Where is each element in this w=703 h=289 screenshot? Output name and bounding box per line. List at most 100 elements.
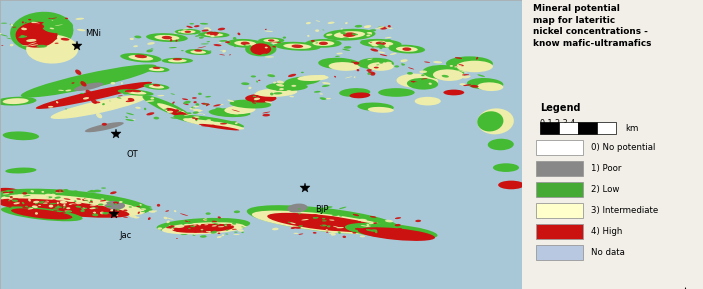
Ellipse shape	[234, 231, 238, 233]
Ellipse shape	[26, 35, 78, 64]
Ellipse shape	[467, 78, 503, 90]
Ellipse shape	[340, 28, 343, 29]
Ellipse shape	[169, 225, 171, 226]
Ellipse shape	[93, 190, 101, 192]
Ellipse shape	[385, 220, 393, 223]
Ellipse shape	[193, 109, 202, 112]
Ellipse shape	[50, 28, 54, 29]
Ellipse shape	[134, 36, 141, 38]
Ellipse shape	[117, 97, 122, 99]
Ellipse shape	[141, 208, 146, 210]
Ellipse shape	[3, 193, 9, 194]
Ellipse shape	[172, 224, 235, 233]
Ellipse shape	[307, 35, 309, 37]
Ellipse shape	[53, 208, 59, 210]
Ellipse shape	[135, 55, 147, 58]
Ellipse shape	[378, 26, 385, 28]
Ellipse shape	[272, 228, 278, 230]
Ellipse shape	[192, 97, 197, 99]
Ellipse shape	[49, 18, 51, 19]
Ellipse shape	[11, 24, 13, 26]
Ellipse shape	[424, 62, 430, 63]
Ellipse shape	[92, 213, 98, 216]
Ellipse shape	[77, 29, 86, 31]
Ellipse shape	[120, 214, 127, 216]
Ellipse shape	[366, 229, 373, 231]
Ellipse shape	[55, 43, 70, 49]
Ellipse shape	[101, 187, 106, 189]
Ellipse shape	[210, 125, 215, 127]
Ellipse shape	[146, 112, 155, 115]
Ellipse shape	[355, 228, 363, 230]
Ellipse shape	[220, 123, 227, 125]
Ellipse shape	[450, 65, 453, 67]
Ellipse shape	[22, 192, 27, 194]
Ellipse shape	[199, 124, 239, 130]
Ellipse shape	[119, 201, 122, 203]
Ellipse shape	[162, 222, 245, 234]
Ellipse shape	[205, 229, 210, 231]
Ellipse shape	[75, 202, 82, 204]
Ellipse shape	[32, 205, 38, 208]
Ellipse shape	[291, 227, 296, 229]
Ellipse shape	[3, 98, 29, 104]
Ellipse shape	[204, 27, 210, 29]
Text: 0 1 2 3 4: 0 1 2 3 4	[540, 119, 575, 128]
Ellipse shape	[66, 210, 72, 213]
Ellipse shape	[57, 205, 60, 208]
Ellipse shape	[366, 226, 371, 227]
Ellipse shape	[45, 194, 53, 196]
Ellipse shape	[18, 36, 27, 38]
Ellipse shape	[182, 98, 188, 100]
Ellipse shape	[53, 18, 62, 20]
Ellipse shape	[367, 59, 373, 60]
Ellipse shape	[330, 226, 333, 228]
Ellipse shape	[194, 113, 204, 114]
Ellipse shape	[193, 233, 195, 235]
Ellipse shape	[273, 92, 283, 95]
Ellipse shape	[30, 190, 34, 192]
Ellipse shape	[332, 214, 338, 216]
Ellipse shape	[194, 25, 200, 27]
Ellipse shape	[245, 45, 250, 46]
Ellipse shape	[64, 198, 70, 200]
Ellipse shape	[3, 131, 39, 140]
Ellipse shape	[454, 66, 458, 68]
Ellipse shape	[375, 42, 386, 45]
Ellipse shape	[92, 204, 98, 205]
Ellipse shape	[21, 64, 157, 97]
Ellipse shape	[297, 75, 328, 81]
Ellipse shape	[349, 226, 354, 227]
Ellipse shape	[82, 199, 88, 201]
Ellipse shape	[39, 201, 46, 203]
Ellipse shape	[26, 39, 37, 42]
Ellipse shape	[283, 44, 311, 49]
Ellipse shape	[343, 32, 356, 37]
Ellipse shape	[225, 228, 228, 230]
Ellipse shape	[170, 117, 177, 119]
Ellipse shape	[206, 119, 211, 121]
Ellipse shape	[106, 206, 112, 207]
Ellipse shape	[173, 58, 182, 60]
Ellipse shape	[356, 69, 359, 71]
Ellipse shape	[396, 74, 438, 88]
Ellipse shape	[370, 49, 378, 52]
Ellipse shape	[313, 215, 319, 217]
Ellipse shape	[201, 103, 210, 105]
Ellipse shape	[279, 88, 284, 90]
Ellipse shape	[89, 208, 96, 209]
Ellipse shape	[326, 231, 328, 233]
Ellipse shape	[25, 42, 31, 45]
Ellipse shape	[254, 98, 260, 100]
Ellipse shape	[93, 101, 101, 103]
Ellipse shape	[56, 101, 58, 103]
Ellipse shape	[277, 81, 284, 84]
Ellipse shape	[195, 35, 200, 37]
Ellipse shape	[319, 93, 323, 95]
Ellipse shape	[37, 192, 42, 194]
Ellipse shape	[389, 45, 425, 53]
Ellipse shape	[113, 201, 119, 204]
Ellipse shape	[218, 216, 221, 218]
Ellipse shape	[28, 198, 34, 199]
Ellipse shape	[164, 109, 168, 110]
